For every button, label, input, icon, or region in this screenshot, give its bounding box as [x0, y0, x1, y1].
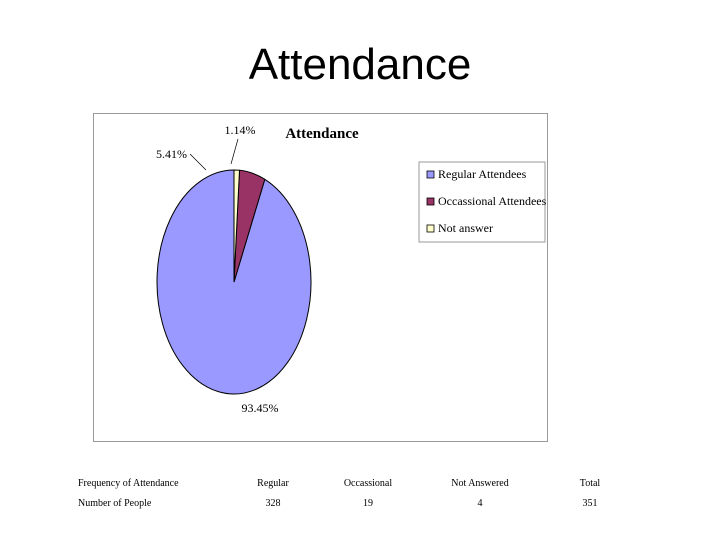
table-cell: 4 — [477, 498, 483, 509]
legend-label: Occassional Attendees — [438, 194, 547, 208]
slide-title: Attendance — [248, 40, 472, 89]
attendance-table: Frequency of Attendance Regular Occassio… — [70, 478, 670, 518]
table-header-cell: Total — [579, 478, 601, 489]
slice-data-label: 93.45% — [242, 401, 279, 415]
table-header-cell: Regular — [257, 478, 289, 489]
legend-swatch — [426, 197, 435, 206]
pie-chart: Attendance 93.45% 5.41% 1.14% Regular Atte… — [156, 123, 547, 415]
legend-box — [418, 161, 546, 243]
table-row: Number of People 328 19 4 351 — [70, 498, 670, 518]
leader-line — [189, 153, 207, 171]
chart-title: Attendance — [285, 126, 359, 142]
slice-data-label: 5.41% — [156, 147, 187, 161]
table-header-cell: Occassional — [343, 478, 393, 489]
table-header-cell: Frequency of Attendance — [78, 478, 179, 489]
legend-swatch — [426, 224, 435, 233]
pie-slice-3 — [233, 169, 241, 283]
legend-swatch — [426, 170, 435, 179]
chart-legend: Regular Attendees Occassional Attendees No… — [418, 161, 547, 243]
slice-data-label: 1.14% — [225, 123, 256, 137]
table-cell: 328 — [265, 498, 281, 509]
table-cell: 351 — [582, 498, 598, 509]
legend-label: Not answer — [438, 221, 493, 235]
legend-label: Regular Attendees — [438, 167, 527, 181]
chart-frame: Attendance 93.45% 5.41% 1.14% Regular Atte… — [93, 113, 548, 442]
table-cell: Number of People — [78, 498, 152, 509]
table-header-row: Frequency of Attendance Regular Occassio… — [70, 478, 670, 498]
table-header-cell: Not Answered — [451, 478, 509, 489]
table-cell: 19 — [363, 498, 373, 509]
leader-line — [230, 138, 239, 165]
